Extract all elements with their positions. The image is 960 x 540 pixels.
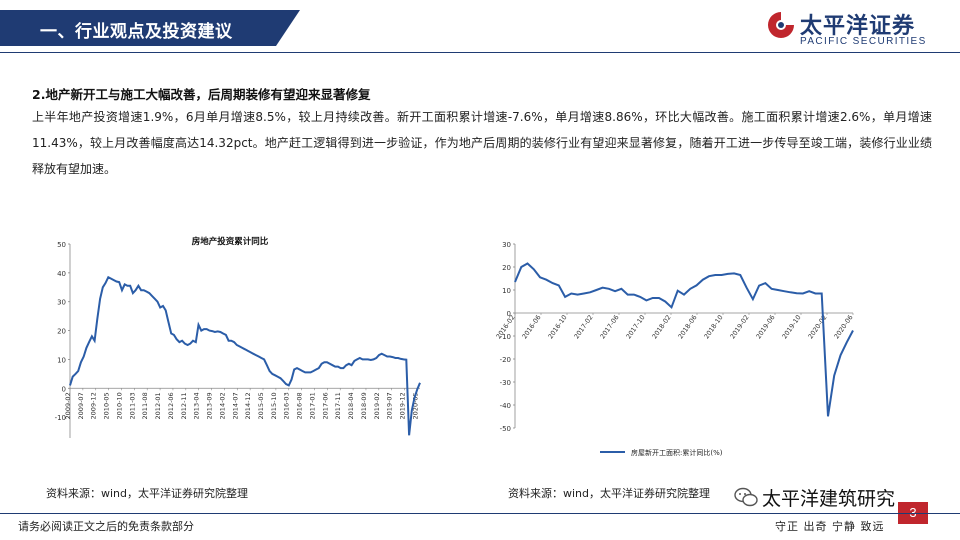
right-y-tick-label: 30 bbox=[502, 241, 511, 249]
right-y-tick-label: 0 bbox=[507, 310, 511, 318]
left-line-chart: 房地产投资累计同比 -20-10010203040502009-022009-0… bbox=[55, 236, 421, 438]
footer-divider bbox=[0, 513, 960, 514]
logo-chinese-name: 太平洋证券 bbox=[800, 14, 916, 39]
right-y-tick-label: -30 bbox=[500, 379, 511, 387]
right-y-tick-label: 20 bbox=[502, 264, 511, 272]
right-x-tick-label: 2019-10 bbox=[780, 314, 802, 341]
right-x-tick-label: 2019-06 bbox=[754, 314, 776, 341]
left-x-tick-label: 2017-11 bbox=[334, 392, 342, 419]
left-y-tick-label: 0 bbox=[62, 385, 66, 393]
left-x-tick-label: 2019-12 bbox=[399, 392, 407, 419]
right-chart-series-line bbox=[514, 262, 854, 417]
left-x-tick-label: 2012-11 bbox=[180, 392, 188, 419]
right-y-tick-label: -20 bbox=[500, 356, 511, 364]
left-x-tick-label: 2015-10 bbox=[270, 392, 278, 419]
header-divider bbox=[0, 52, 960, 53]
right-legend-label: 房屋新开工面积:累计同比(%) bbox=[631, 448, 723, 457]
left-chart-series-line bbox=[69, 275, 421, 436]
right-x-tick-label: 2018-02 bbox=[650, 314, 672, 341]
right-x-tick-label: 2017-02 bbox=[572, 314, 594, 341]
right-chart-source: 资料来源：wind，太平洋证券研究院整理 bbox=[508, 487, 711, 500]
left-x-tick-label: 2020-05 bbox=[411, 392, 419, 419]
right-x-tick-label: 2017-06 bbox=[598, 314, 620, 341]
left-chart-title: 房地产投资累计同比 bbox=[192, 236, 269, 247]
left-x-tick-label: 2019-07 bbox=[386, 392, 394, 419]
left-x-tick-label: 2016-08 bbox=[296, 392, 304, 419]
left-y-tick-label: 40 bbox=[57, 270, 66, 278]
left-x-tick-label: 2014-07 bbox=[231, 392, 239, 419]
left-x-tick-label: 2012-06 bbox=[167, 392, 175, 419]
left-x-tick-label: 2012-01 bbox=[154, 392, 162, 419]
left-y-tick-label: 10 bbox=[57, 356, 66, 364]
left-x-tick-label: 2009-12 bbox=[90, 392, 98, 419]
left-y-tick-label: 50 bbox=[57, 241, 66, 249]
left-x-tick-label: 2011-03 bbox=[128, 392, 136, 419]
body-paragraph: 上半年地产投资增速1.9%，6月单月增速8.5%，较上月持续改善。新开工面积累计… bbox=[32, 110, 932, 176]
right-x-tick-label: 2016-10 bbox=[546, 314, 568, 341]
left-x-tick-label: 2015-05 bbox=[257, 392, 265, 419]
right-y-tick-label: -50 bbox=[500, 425, 511, 433]
right-x-tick-label: 2020-06 bbox=[832, 314, 854, 341]
left-y-tick-label: -10 bbox=[55, 414, 66, 422]
left-x-tick-label: 2010-10 bbox=[115, 392, 123, 419]
left-x-tick-label: 2009-02 bbox=[64, 392, 72, 419]
company-logo: 太平洋证券 PACIFIC SECURITIES bbox=[766, 6, 946, 50]
left-x-tick-label: 2014-12 bbox=[244, 392, 252, 419]
left-chart-source: 资料来源：wind，太平洋证券研究院整理 bbox=[46, 487, 249, 500]
right-x-tick-label: 2016-06 bbox=[520, 314, 542, 341]
left-x-tick-label: 2018-09 bbox=[360, 392, 368, 419]
right-x-tick-label: 2017-10 bbox=[624, 314, 646, 341]
footer-disclaimer: 请务必阅读正文之后的免责条款部分 bbox=[18, 520, 194, 533]
left-x-tick-label: 2014-02 bbox=[218, 392, 226, 419]
logo-mark-icon bbox=[768, 12, 794, 38]
left-y-tick-label: 30 bbox=[57, 299, 66, 307]
watermark-text: 太平洋建筑研究 bbox=[762, 488, 896, 510]
right-y-tick-label: 10 bbox=[502, 287, 511, 295]
left-x-tick-label: 2013-04 bbox=[193, 392, 201, 419]
right-x-tick-label: 2020-02 bbox=[806, 314, 828, 341]
left-x-tick-label: 2011-08 bbox=[141, 392, 149, 419]
left-x-tick-label: 2019-02 bbox=[373, 392, 381, 419]
left-x-tick-label: 2009-07 bbox=[77, 392, 85, 419]
right-x-tick-label: 2018-10 bbox=[702, 314, 724, 341]
left-y-tick-label: 20 bbox=[57, 328, 66, 336]
section-title-banner: 一、行业观点及投资建议 bbox=[0, 10, 300, 46]
wechat-icon bbox=[734, 487, 758, 507]
subsection-heading: 2.地产新开工与施工大幅改善，后周期装修有望迎来显著修复 bbox=[32, 87, 371, 102]
left-x-tick-label: 2010-05 bbox=[103, 392, 111, 419]
logo-english-name: PACIFIC SECURITIES bbox=[800, 36, 927, 47]
left-x-tick-label: 2017-01 bbox=[308, 392, 316, 419]
right-x-tick-label: 2018-06 bbox=[676, 314, 698, 341]
left-x-tick-label: 2013-09 bbox=[206, 392, 214, 419]
left-x-tick-label: 2018-04 bbox=[347, 392, 355, 419]
right-y-tick-label: -10 bbox=[500, 333, 511, 341]
left-x-tick-label: 2016-03 bbox=[283, 392, 291, 419]
right-y-tick-label: -40 bbox=[500, 402, 511, 410]
footer-motto: 守正 出奇 宁静 致远 bbox=[775, 520, 885, 533]
right-x-tick-label: 2019-02 bbox=[728, 314, 750, 341]
section-title: 一、行业观点及投资建议 bbox=[40, 22, 233, 42]
left-x-tick-label: 2017-06 bbox=[321, 392, 329, 419]
